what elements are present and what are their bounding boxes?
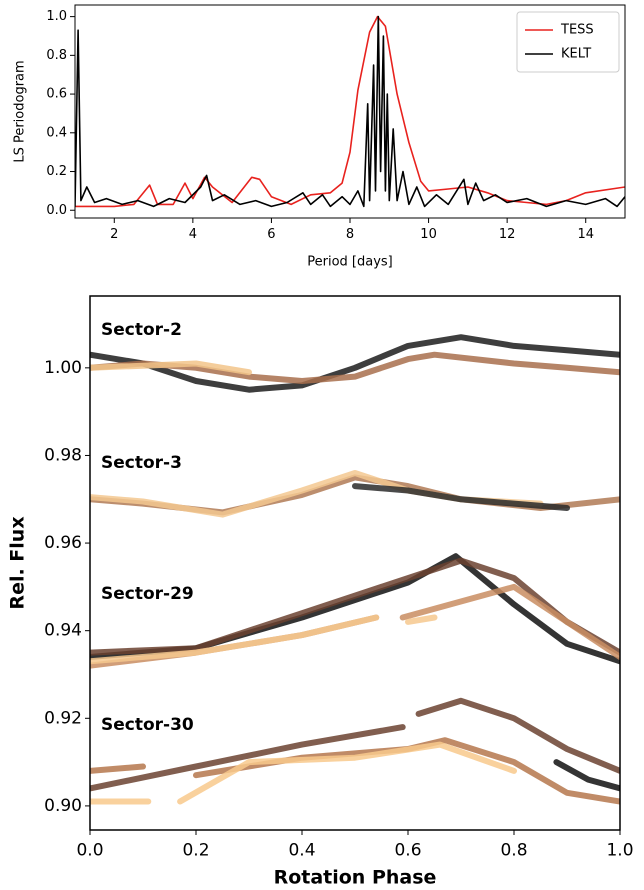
data-line — [90, 697, 620, 792]
x-tick-label: 0.0 — [76, 840, 103, 860]
y-tick-label: 1.0 — [46, 9, 67, 24]
data-line — [352, 483, 570, 511]
data-line — [90, 360, 252, 376]
data-line — [90, 470, 544, 518]
data-line — [75, 15, 625, 208]
x-tick-label: 0.6 — [394, 840, 421, 860]
x-tick-label: 1.0 — [606, 840, 633, 860]
y-tick-label: 0.0 — [46, 203, 67, 218]
y-tick-label: 1.00 — [44, 358, 82, 378]
x-tick-label: 0.4 — [288, 840, 315, 860]
y-tick-label: 0.92 — [44, 708, 82, 728]
legend-box — [516, 11, 620, 73]
plot-frame — [89, 295, 621, 831]
x-tick-label: 12 — [499, 227, 516, 242]
data-line — [90, 614, 438, 665]
x-tick-label: 2 — [110, 227, 118, 242]
chart: 2 4 6 8 10 12 14 0.0 0.2 0.4 0.6 0.8 1.0 Period [days… — [13, 4, 626, 270]
y-tick-label: 0.4 — [46, 125, 67, 140]
x-tick-label: 14 — [577, 227, 594, 242]
series-group — [90, 334, 620, 805]
x-axis-label: Rotation Phase — [274, 867, 437, 889]
x-tick-label: 4 — [189, 227, 197, 242]
series-group — [75, 15, 625, 208]
x-tick-label: 8 — [346, 227, 354, 242]
y-tick-label: 0.94 — [44, 621, 82, 641]
annotation: Sector-2 — [101, 320, 182, 340]
x-tick-label: 0.8 — [500, 840, 527, 860]
data-line — [90, 334, 620, 393]
x-tick-label: 0.2 — [182, 840, 209, 860]
y-axis-label: Rel. Flux — [7, 516, 29, 609]
y-tick-label: 0.90 — [44, 796, 82, 816]
data-line — [553, 759, 620, 792]
x-tick-label: 10 — [420, 227, 437, 242]
data-line — [75, 15, 625, 208]
y-tick-label: 0.2 — [46, 164, 67, 179]
data-line — [90, 553, 620, 665]
y-tick-label: 0.96 — [44, 533, 82, 553]
annotation: Sector-3 — [101, 453, 182, 473]
chart: 0.0 0.2 0.4 0.6 0.8 1.0 0.90 0.92 0.94 0.96 0.98 1.… — [7, 295, 634, 889]
x-axis-label: Period [days] — [307, 255, 393, 270]
y-tick-label: 0.6 — [46, 87, 67, 102]
y-axis-label: LS Periodogram — [13, 60, 28, 162]
y-tick-label: 0.8 — [46, 48, 67, 63]
legend-label: TESS — [560, 23, 594, 38]
data-line — [90, 741, 517, 805]
y-tick-label: 0.98 — [44, 445, 82, 465]
annotation: Sector-29 — [101, 584, 194, 604]
annotation: Sector-30 — [101, 715, 194, 735]
legend-label: KELT — [561, 47, 591, 62]
x-tick-label: 6 — [267, 227, 275, 242]
